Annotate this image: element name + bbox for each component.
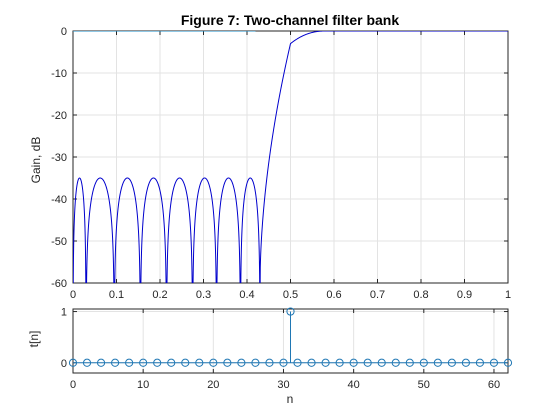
stem-marker xyxy=(349,358,358,367)
gain-y-tick-label: 0 xyxy=(61,26,67,38)
stem-marker xyxy=(167,358,176,367)
stem-marker xyxy=(489,358,499,367)
impulse-x-tick-label: 10 xyxy=(137,379,149,391)
gain-y-tick-label: -20 xyxy=(51,110,67,122)
gain-x-tick-label: 0.3 xyxy=(196,289,211,301)
y-axis-label-tn: t[n] xyxy=(27,331,41,348)
stem-marker xyxy=(209,358,218,367)
stem-marker xyxy=(307,358,316,367)
impulse-x-tick-label: 0 xyxy=(70,379,76,391)
gain-y-tick-label: -50 xyxy=(51,236,67,248)
stem-marker xyxy=(377,358,386,367)
stem-marker xyxy=(223,358,232,367)
stem-marker xyxy=(68,358,78,367)
gain-x-tick-label: 0 xyxy=(70,289,76,301)
stem-marker xyxy=(293,358,302,367)
y-axis-label-gain: Gain, dB xyxy=(29,137,43,184)
impulse-x-tick-label: 30 xyxy=(277,379,289,391)
stem-marker xyxy=(195,358,204,367)
stem-marker xyxy=(419,358,428,367)
gain-y-tick-label: -30 xyxy=(51,152,67,164)
stem-marker xyxy=(110,358,120,367)
gain-x-tick-label: 0.5 xyxy=(283,289,298,301)
gain-x-tick-label: 0.7 xyxy=(370,289,385,301)
gain-y-tick-label: -60 xyxy=(51,278,67,290)
gain-y-tick-label: -40 xyxy=(51,194,67,206)
stem-marker xyxy=(251,358,260,367)
gain-y-tick-label: -10 xyxy=(51,68,67,80)
stem-marker xyxy=(405,358,414,367)
impulse-axes-frame xyxy=(72,308,509,374)
impulse-x-tick-label: 60 xyxy=(488,379,500,391)
impulse-x-tick-label: 20 xyxy=(207,379,219,391)
stem-marker xyxy=(286,307,295,316)
stem-marker xyxy=(447,358,456,367)
impulse-x-tick-label: 50 xyxy=(418,379,430,391)
x-axis-label-n: n xyxy=(287,392,294,406)
series-lowpass-line xyxy=(73,31,508,283)
impulse-plot: 0 10 20 30 40 50 60 0 1 xyxy=(61,307,513,391)
impulse-y-tick-label: 1 xyxy=(61,307,67,319)
stem-marker xyxy=(363,358,372,367)
gain-x-tick-label: 0.9 xyxy=(457,289,472,301)
stem-marker xyxy=(125,358,134,367)
gain-x-tick-label: 0.8 xyxy=(413,289,428,301)
stem-marker xyxy=(181,358,190,367)
gain-x-tick-label: 1 xyxy=(505,289,511,301)
impulse-x-tick-label: 40 xyxy=(348,379,360,391)
impulse-y-tick-label: 0 xyxy=(61,358,67,370)
stem-marker xyxy=(335,358,344,367)
stem-marker xyxy=(475,358,485,367)
stem-marker xyxy=(96,358,106,367)
gain-x-tick-label: 0.6 xyxy=(326,289,341,301)
stem-marker xyxy=(433,358,442,367)
chart-title: Figure 7: Two-channel filter bank xyxy=(181,12,400,28)
gain-plot: 0 0.1 0.2 0.3 0.4 0.5 0.6 0.7 0.8 0.9 1 0 -10 -20 -30 -… xyxy=(51,26,511,301)
stem-marker xyxy=(391,358,400,367)
stem-marker xyxy=(279,358,288,367)
stem-marker xyxy=(321,358,330,367)
stem-marker xyxy=(153,358,162,367)
gain-x-tick-label: 0.2 xyxy=(152,289,167,301)
stem-marker xyxy=(461,358,471,367)
gain-x-tick-label: 0.4 xyxy=(239,289,254,301)
gain-x-tick-label: 0.1 xyxy=(109,289,124,301)
stem-marker xyxy=(265,358,274,367)
stem-marker xyxy=(237,358,246,367)
stem-marker xyxy=(503,358,513,367)
stem-marker xyxy=(82,358,92,367)
stem-marker xyxy=(139,358,148,367)
